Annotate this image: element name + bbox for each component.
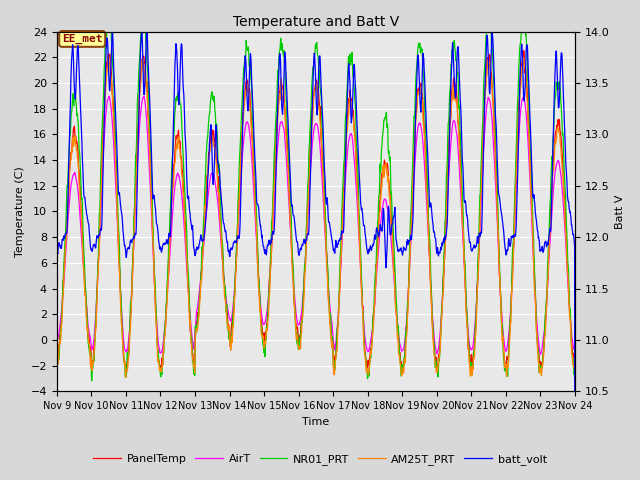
AirT bbox=[397, 343, 404, 348]
NR01_PRT bbox=[397, 365, 404, 371]
NR01_PRT bbox=[465, 339, 472, 345]
X-axis label: Time: Time bbox=[302, 417, 330, 427]
batt_volt bbox=[156, 245, 164, 251]
Y-axis label: Temperature (C): Temperature (C) bbox=[15, 166, 25, 257]
AM25T_PRT bbox=[397, 364, 404, 370]
PanelTemp bbox=[397, 353, 404, 359]
batt_volt bbox=[464, 224, 472, 230]
Legend: PanelTemp, AirT, NR01_PRT, AM25T_PRT, batt_volt: PanelTemp, AirT, NR01_PRT, AM25T_PRT, ba… bbox=[88, 450, 552, 469]
PanelTemp bbox=[330, 371, 337, 377]
AM25T_PRT bbox=[465, 344, 472, 350]
AirT bbox=[571, 345, 579, 350]
AirT bbox=[536, 351, 544, 357]
batt_volt bbox=[510, 232, 518, 238]
AM25T_PRT bbox=[122, 375, 129, 381]
AM25T_PRT bbox=[571, 371, 579, 376]
NR01_PRT bbox=[53, 343, 61, 349]
NR01_PRT bbox=[571, 377, 579, 383]
AirT bbox=[168, 213, 176, 218]
PanelTemp bbox=[156, 362, 163, 368]
AM25T_PRT bbox=[169, 182, 177, 188]
AirT bbox=[156, 349, 164, 355]
NR01_PRT bbox=[156, 368, 164, 373]
NR01_PRT bbox=[227, 336, 234, 342]
NR01_PRT bbox=[88, 378, 95, 384]
AM25T_PRT bbox=[227, 348, 234, 353]
Line: PanelTemp: PanelTemp bbox=[57, 51, 575, 374]
PanelTemp bbox=[571, 365, 579, 371]
NR01_PRT bbox=[510, 216, 518, 221]
AirT bbox=[464, 327, 472, 333]
NR01_PRT bbox=[169, 150, 177, 156]
batt_volt bbox=[168, 166, 176, 172]
batt_volt bbox=[143, 28, 150, 34]
batt_volt bbox=[397, 246, 404, 252]
PanelTemp bbox=[226, 340, 234, 346]
Line: batt_volt: batt_volt bbox=[57, 31, 575, 480]
Y-axis label: Batt V: Batt V bbox=[615, 194, 625, 228]
PanelTemp bbox=[168, 192, 176, 197]
Line: AM25T_PRT: AM25T_PRT bbox=[57, 55, 575, 378]
Text: EE_met: EE_met bbox=[62, 34, 102, 44]
AirT bbox=[105, 93, 113, 99]
PanelTemp bbox=[510, 241, 518, 247]
PanelTemp bbox=[464, 341, 472, 347]
AM25T_PRT bbox=[156, 365, 164, 371]
Title: Temperature and Batt V: Temperature and Batt V bbox=[233, 15, 399, 29]
AM25T_PRT bbox=[104, 52, 112, 58]
Line: AirT: AirT bbox=[57, 96, 575, 354]
AirT bbox=[53, 337, 61, 343]
NR01_PRT bbox=[140, 9, 147, 14]
batt_volt bbox=[227, 248, 234, 254]
PanelTemp bbox=[520, 48, 527, 54]
AirT bbox=[510, 240, 518, 246]
PanelTemp bbox=[53, 346, 61, 352]
AirT bbox=[227, 318, 234, 324]
Line: NR01_PRT: NR01_PRT bbox=[57, 12, 575, 381]
AM25T_PRT bbox=[53, 350, 61, 356]
AM25T_PRT bbox=[510, 238, 518, 243]
